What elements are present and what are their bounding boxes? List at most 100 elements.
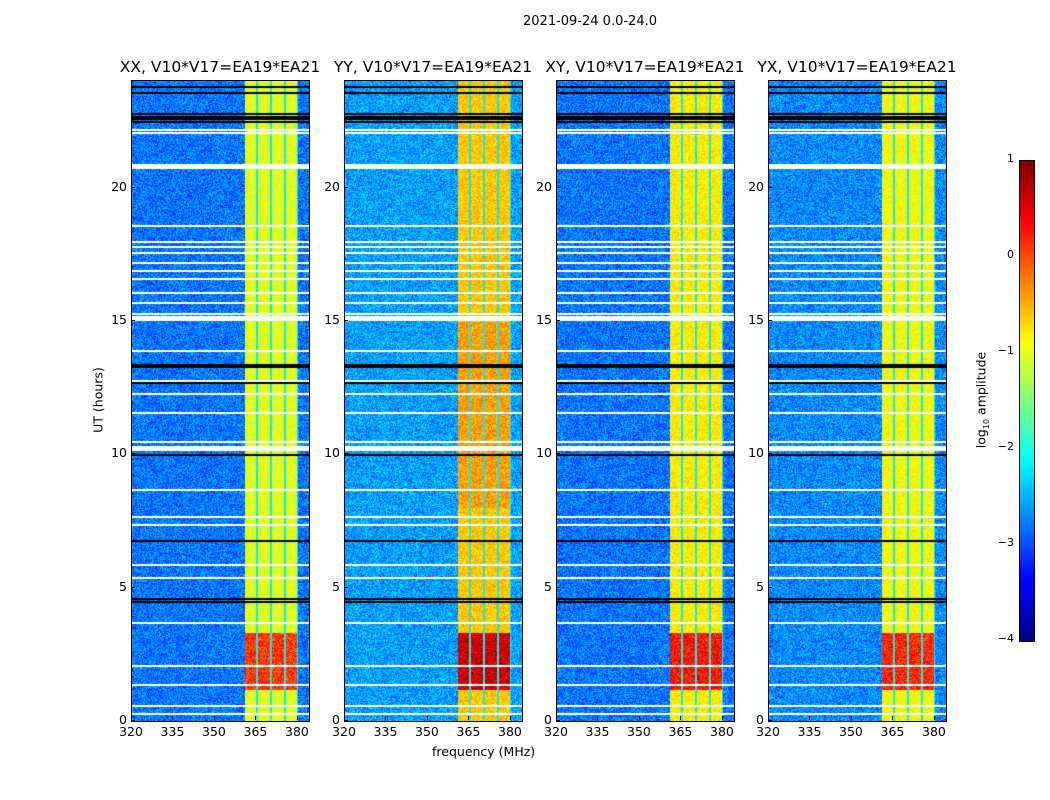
y-tick-label: 20	[536, 178, 552, 194]
x-tick-label: 335	[585, 724, 610, 739]
y-tick-label: 5	[544, 578, 552, 594]
colorbar-tick-label: −2	[997, 440, 1014, 453]
heatmap-panel	[344, 80, 523, 722]
colorbar-label-log: log	[973, 429, 989, 449]
panel-title: YY, V10*V17=EA19*EA21	[333, 58, 533, 76]
colorbar-tick-label: 1	[1007, 152, 1014, 165]
y-tick-label: 15	[324, 312, 340, 327]
x-tick-mark	[721, 716, 723, 720]
x-tick-label: 320	[544, 724, 568, 739]
y-tick-label: 20	[748, 178, 764, 194]
colorbar-label: log10 amplitude	[973, 352, 991, 448]
x-tick-label: 320	[332, 724, 356, 739]
y-tick-mark	[344, 720, 348, 721]
y-tick-label: 0	[119, 712, 127, 727]
y-tick-mark	[556, 320, 560, 321]
x-tick-mark	[509, 716, 511, 720]
figure-title: 2021-09-24 0.0-24.0	[523, 14, 657, 29]
colorbar-tick-label: −3	[997, 536, 1014, 549]
x-tick-mark	[892, 716, 894, 720]
x-tick-mark	[296, 716, 298, 720]
x-tick-label: 365	[456, 724, 481, 739]
y-tick-mark	[131, 453, 135, 455]
x-tick-label: 320	[756, 724, 780, 739]
heatmap-cells	[769, 81, 946, 721]
y-tick-mark	[768, 586, 772, 588]
x-tick-mark	[255, 716, 257, 720]
y-tick-label: 15	[536, 312, 552, 327]
x-tick-mark	[933, 716, 935, 720]
x-tick-mark	[172, 716, 174, 720]
y-tick-mark	[344, 320, 348, 321]
x-tick-mark	[597, 716, 599, 720]
x-tick-mark	[850, 716, 852, 720]
y-tick-label: 20	[324, 178, 340, 194]
x-tick-mark	[680, 716, 682, 720]
y-tick-mark	[344, 586, 348, 588]
heatmap-cells	[132, 81, 309, 721]
y-tick-mark	[768, 186, 772, 188]
x-tick-label: 380	[710, 724, 734, 739]
x-tick-mark	[468, 716, 470, 720]
y-tick-mark	[131, 720, 135, 721]
y-tick-label: 20	[111, 178, 127, 194]
x-tick-label: 320	[119, 724, 143, 739]
colorbar-tick-label: 0	[1007, 248, 1014, 261]
colorbar-tick-label: −4	[997, 632, 1014, 645]
y-tick-mark	[131, 186, 135, 188]
x-tick-label: 335	[373, 724, 398, 739]
y-tick-mark	[344, 453, 348, 455]
y-tick-label: 10	[324, 445, 340, 461]
x-tick-mark	[556, 716, 557, 720]
x-tick-label: 380	[498, 724, 522, 739]
colorbar	[1019, 160, 1035, 642]
y-tick-label: 15	[111, 312, 127, 327]
x-tick-label: 350	[202, 724, 226, 739]
x-tick-label: 335	[160, 724, 185, 739]
x-tick-mark	[809, 716, 811, 720]
panel-title: XX, V10*V17=EA19*EA21	[119, 58, 321, 76]
y-tick-mark	[556, 186, 560, 188]
y-tick-mark	[131, 320, 135, 321]
x-tick-mark	[344, 716, 345, 720]
heatmap-panel	[556, 80, 735, 722]
x-tick-mark	[213, 716, 215, 720]
y-tick-mark	[556, 586, 560, 588]
heatmap-cells	[557, 81, 734, 721]
y-tick-label: 5	[332, 578, 340, 594]
y-tick-label: 10	[536, 445, 552, 461]
x-tick-label: 350	[839, 724, 863, 739]
panel-title: XY, V10*V17=EA19*EA21	[545, 58, 745, 76]
y-axis-label: UT (hours)	[90, 367, 106, 433]
x-axis-label: frequency (MHz)	[432, 744, 536, 759]
heatmap-cells	[345, 81, 522, 721]
y-tick-mark	[768, 453, 772, 455]
y-tick-label: 5	[119, 578, 127, 594]
x-tick-mark	[768, 716, 769, 720]
heatmap-panel	[768, 80, 947, 722]
x-tick-mark	[638, 716, 640, 720]
y-tick-label: 0	[544, 712, 552, 727]
y-tick-mark	[768, 320, 772, 321]
y-tick-mark	[556, 720, 560, 721]
panel-title: YX, V10*V17=EA19*EA21	[757, 58, 957, 76]
x-tick-mark	[131, 716, 132, 720]
y-tick-mark	[768, 720, 772, 721]
y-tick-mark	[556, 453, 560, 455]
x-tick-mark	[385, 716, 387, 720]
y-tick-label: 0	[756, 712, 764, 727]
y-tick-label: 10	[748, 445, 764, 461]
y-tick-label: 0	[332, 712, 340, 727]
colorbar-label-sub: 10	[981, 418, 991, 430]
colorbar-gradient	[1020, 161, 1034, 641]
x-tick-label: 380	[285, 724, 309, 739]
colorbar-label-rest: amplitude	[973, 351, 989, 419]
y-tick-mark	[344, 186, 348, 188]
y-tick-label: 5	[756, 578, 764, 594]
x-tick-label: 350	[627, 724, 651, 739]
y-tick-label: 15	[748, 312, 764, 327]
colorbar-tick-label: −1	[997, 344, 1014, 357]
heatmap-panel	[131, 80, 310, 722]
y-tick-mark	[131, 586, 135, 588]
